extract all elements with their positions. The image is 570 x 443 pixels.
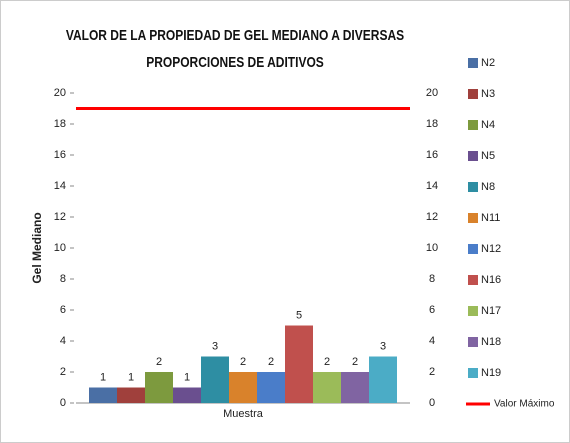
data-label: 2	[268, 356, 274, 368]
data-label: 1	[128, 371, 134, 383]
legend-swatch	[468, 275, 478, 285]
legend-swatch	[468, 368, 478, 378]
y-tick-label: 8	[60, 273, 66, 285]
y-tick-label: 2	[60, 366, 66, 378]
data-label: 5	[296, 309, 302, 321]
legend-swatch	[468, 151, 478, 161]
data-label: 2	[352, 356, 358, 368]
legend-label: N2	[481, 57, 495, 69]
y2-tick-label: 0	[429, 397, 435, 409]
bar	[145, 372, 173, 403]
legend-swatch	[468, 182, 478, 192]
y-axis-label: Gel Mediano	[30, 212, 44, 283]
legend-label: N8	[481, 181, 495, 193]
legend-swatch	[468, 337, 478, 347]
legend-label: N4	[481, 119, 495, 131]
bar	[285, 325, 313, 403]
legend-swatch	[468, 244, 478, 254]
bar	[173, 387, 201, 403]
legend-label: N18	[481, 336, 501, 348]
data-label: 3	[212, 340, 218, 352]
y-tick-label: 16	[54, 149, 66, 161]
legend-label: N5	[481, 150, 495, 162]
bar	[89, 387, 117, 403]
y2-tick-label: 12	[426, 211, 438, 223]
y2-tick-label: 6	[429, 304, 435, 316]
legend-label: Valor Máximo	[494, 399, 555, 410]
legend-label: N19	[481, 367, 501, 379]
legend-swatch	[468, 89, 478, 99]
y-tick-label: 0	[60, 397, 66, 409]
legend-label: N3	[481, 88, 495, 100]
y-tick-label: 6	[60, 304, 66, 316]
y-tick-label: 20	[54, 87, 66, 99]
y-tick-label: 18	[54, 118, 66, 130]
chart-title: VALOR DE LA PROPIEDAD DE GEL MEDIANO A D…	[65, 27, 405, 71]
data-label: 2	[156, 356, 162, 368]
bar	[313, 372, 341, 403]
y2-tick-label: 2	[429, 366, 435, 378]
bar	[229, 372, 257, 403]
bar	[257, 372, 285, 403]
bar	[117, 387, 145, 403]
y2-tick-label: 14	[426, 180, 438, 192]
data-label: 1	[100, 371, 106, 383]
legend-swatch	[468, 58, 478, 68]
legend-swatch	[468, 306, 478, 316]
y2-tick-label: 20	[426, 87, 438, 99]
legend-swatch	[468, 213, 478, 223]
bar	[369, 356, 397, 403]
y2-tick-label: 18	[426, 118, 438, 130]
legend-label: N17	[481, 305, 501, 317]
legend-label: N12	[481, 243, 501, 255]
data-label: 2	[240, 356, 246, 368]
y-tick-label: 12	[54, 211, 66, 223]
legend-label: N16	[481, 274, 501, 286]
y-tick-label: 10	[54, 242, 66, 254]
x-tick-label: Muestra	[223, 408, 264, 420]
y2-tick-label: 10	[426, 242, 438, 254]
y-tick-label: 14	[54, 180, 66, 192]
data-label: 2	[324, 356, 330, 368]
legend-label: N11	[481, 212, 500, 224]
y2-tick-label: 4	[429, 335, 435, 347]
bar	[201, 356, 229, 403]
y2-tick-label: 8	[429, 273, 435, 285]
legend-swatch	[468, 120, 478, 130]
data-label: 1	[184, 371, 190, 383]
data-label: 3	[380, 340, 386, 352]
y2-tick-label: 16	[426, 149, 438, 161]
y-tick-label: 4	[60, 335, 66, 347]
bar	[341, 372, 369, 403]
